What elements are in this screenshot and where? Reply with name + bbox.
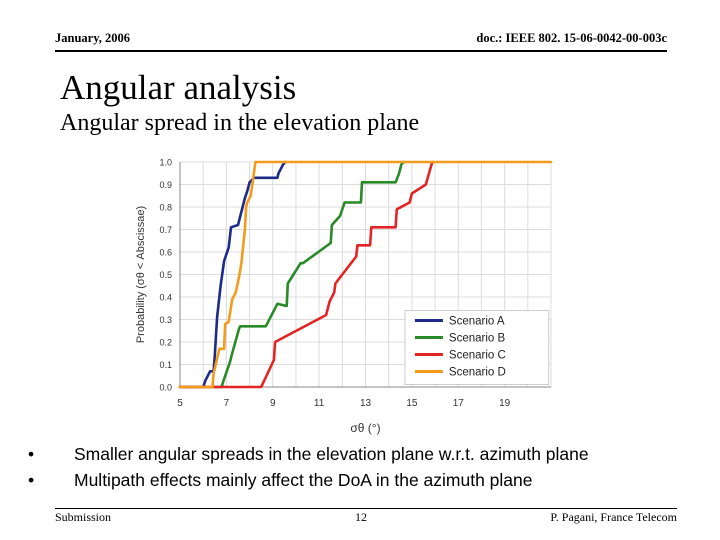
header-document-id: doc.: IEEE 802. 15-06-0042-00-003c [476,31,667,45]
bullet-dot-icon: • [28,470,35,490]
footer-rule [55,508,677,509]
bullet-item: • Smaller angular spreads in the elevatio… [28,441,589,467]
x-tick-label: 15 [406,398,418,409]
footer-submission: Submission [55,510,112,524]
legend-label: Scenario C [449,350,506,362]
legend-label: Scenario D [449,367,506,379]
y-axis-label: Probability (σθ < Abscissae) [135,206,147,343]
series-line [178,160,553,389]
y-tick-label: 0.7 [159,225,172,235]
x-tick-label: 17 [453,398,465,409]
x-tick-label: 13 [360,398,372,409]
y-tick-label: 1.0 [159,158,172,168]
legend-box [404,310,550,385]
y-tick-label: 0.4 [159,293,172,303]
footer-author: P. Pagani, France Telecom [550,510,677,524]
y-tick-label: 0.8 [159,203,172,213]
series-line [178,160,287,389]
y-tick-label: 0.5 [159,270,172,280]
y-tick-label: 0.0 [159,383,172,393]
x-tick-label: 7 [224,398,230,409]
bullet-item: • Multipath effects mainly affect the DoA… [28,467,589,493]
x-tick-label: 11 [314,398,325,409]
chart-series-group [178,160,553,389]
legend-label: Scenario A [449,316,505,328]
x-axis-label: σθ (°) [350,421,380,435]
slide-subtitle: Angular spread in the elevation plane [60,110,420,136]
slide-title: Angular analysis [60,68,297,107]
header-date: January, 2006 [55,31,131,45]
y-tick-label: 0.3 [159,315,172,325]
bullet-list: • Smaller angular spreads in the elevatio… [28,441,589,493]
footer-page-number: 12 [355,510,367,524]
bullet-text: Multipath effects mainly affect the DoA … [74,470,533,490]
y-tick-label: 0.2 [159,338,172,348]
x-tick-label: 9 [270,398,276,409]
series-line [178,160,435,389]
legend-label: Scenario B [449,333,506,345]
bullet-dot-icon: • [28,444,35,464]
cdf-chart: 0.0 0.1 0.2 0.3 0.4 0.5 0.6 0.7 0.8 0.9 1.0 5 7 9 11 13… [135,158,553,435]
bullet-text: Smaller angular spreads in the elevation… [74,444,589,464]
x-tick-label: 5 [177,398,183,409]
y-tick-label: 0.6 [159,248,172,258]
header-rule [55,50,667,52]
chart-legend: Scenario A Scenario B Scenario C Scenario D [404,310,550,385]
y-tick-label: 0.1 [159,360,172,370]
y-tick-label: 0.9 [159,180,172,190]
series-line [178,160,406,389]
x-tick-label: 19 [499,398,511,409]
